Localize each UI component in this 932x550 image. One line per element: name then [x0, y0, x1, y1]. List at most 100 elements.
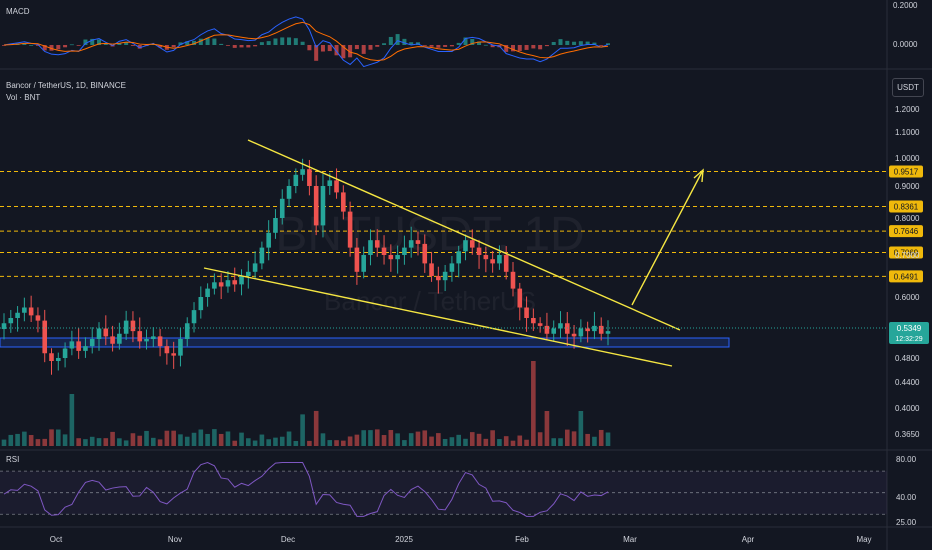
- volume-bar: [144, 430, 149, 446]
- level-label: 0.7069: [894, 248, 919, 257]
- macd-histogram-bar: [198, 38, 203, 45]
- rsi-pane: [0, 462, 887, 517]
- candle-body: [137, 331, 143, 342]
- volume-bar: [449, 437, 455, 446]
- macd-histogram-bar: [565, 40, 570, 45]
- macd-histogram-bar: [558, 39, 563, 45]
- candle-body: [62, 348, 68, 358]
- volume-bar: [551, 438, 557, 446]
- candle-body: [55, 358, 61, 361]
- volume-bar: [184, 436, 190, 446]
- rsi-title[interactable]: RSI: [6, 455, 19, 464]
- level-badge: [889, 225, 923, 238]
- level-badge: [889, 200, 923, 213]
- level-badge: [889, 246, 923, 259]
- breakout-arrow-head-icon: [693, 168, 704, 183]
- candle-body: [510, 271, 516, 289]
- volume-bar: [388, 430, 394, 446]
- time-label-may: May: [856, 535, 871, 544]
- macd-histogram-bar: [42, 45, 47, 51]
- candle-body: [544, 325, 550, 334]
- upper-trendline[interactable]: [247, 139, 681, 331]
- macd-histogram-bar: [599, 45, 604, 46]
- candle-body: [300, 169, 305, 175]
- candle-body: [22, 307, 27, 313]
- volume-bar: [246, 438, 251, 446]
- macd-histogram-bar: [483, 44, 488, 46]
- volume-bar: [361, 430, 366, 446]
- candle-body: [578, 328, 584, 337]
- volume-bar: [510, 440, 516, 446]
- currency-button[interactable]: USDT: [892, 78, 924, 97]
- candle-body: [605, 331, 611, 334]
- volume-bar: [490, 430, 495, 446]
- candle-body: [429, 263, 434, 276]
- volume-bar: [368, 430, 373, 446]
- macd-histogram-bar: [35, 45, 40, 46]
- time-label-nov: Nov: [168, 535, 182, 544]
- current-price-countdown: 12:32:29: [895, 336, 922, 343]
- price-tick-label: 0.6000: [895, 293, 920, 302]
- lower-trendline[interactable]: [203, 267, 673, 367]
- volume-bar: [531, 361, 536, 446]
- volume-bar: [571, 431, 577, 446]
- current-price-value: 0.5349: [897, 324, 922, 333]
- volume-bar: [429, 436, 434, 446]
- candle-body: [117, 333, 122, 344]
- volume-bar: [157, 439, 163, 446]
- macd-tick-high: 0.2000: [893, 1, 918, 10]
- macd-histogram-bar: [422, 45, 427, 46]
- candle-body: [184, 323, 190, 339]
- candle-body: [157, 336, 163, 347]
- candle-body: [456, 251, 461, 264]
- macd-histogram-bar: [592, 42, 597, 45]
- time-label-mar: Mar: [623, 535, 637, 544]
- candle-body: [415, 240, 421, 244]
- candle-body: [381, 247, 387, 255]
- volume-bar: [76, 438, 81, 446]
- time-label-dec: Dec: [281, 535, 295, 544]
- macd-histogram-bar: [463, 37, 468, 45]
- macd-histogram-bar: [402, 38, 407, 45]
- price-tick-label: 0.7000: [895, 251, 920, 260]
- candle-body: [123, 320, 129, 334]
- symbol-title[interactable]: Bancor / TetherUS, 1D, BINANCE: [6, 81, 126, 90]
- volume-bar: [232, 440, 238, 446]
- support-zone[interactable]: [0, 337, 730, 348]
- macd-tick-zero: 0.0000: [893, 40, 918, 49]
- breakout-arrow-line[interactable]: [631, 171, 703, 306]
- macd-histogram-bar: [307, 45, 312, 51]
- macd-histogram-bar: [83, 39, 88, 45]
- candle-body: [551, 328, 557, 334]
- candle-body: [151, 336, 156, 339]
- macd-signal-line: [3, 21, 609, 61]
- rsi-tick-80: 80.00: [896, 455, 917, 464]
- macd-histogram-bar: [97, 39, 102, 45]
- volume-bar: [469, 432, 475, 446]
- candle-body: [476, 247, 482, 255]
- volume-bar: [456, 434, 461, 446]
- macd-histogram-bar: [259, 42, 264, 45]
- candle-body: [497, 255, 502, 264]
- candle-body: [96, 328, 102, 339]
- candle-body: [212, 282, 217, 289]
- volume-bar: [585, 433, 590, 446]
- volume-bar: [212, 429, 217, 446]
- volume-bar: [42, 438, 48, 446]
- candle-body: [1, 323, 7, 330]
- volume-bar: [436, 433, 441, 446]
- macd-title[interactable]: MACD: [6, 7, 30, 16]
- macd-histogram-bar: [443, 45, 448, 47]
- macd-histogram-bar: [354, 45, 359, 50]
- candle-body: [422, 243, 428, 264]
- volume-bar: [239, 432, 244, 446]
- volume-title[interactable]: Vol · BNT: [6, 93, 40, 102]
- macd-histogram-bar: [29, 44, 34, 46]
- volume-bar: [205, 433, 210, 446]
- macd-histogram-bar: [388, 36, 393, 45]
- candle-body: [388, 255, 394, 260]
- candle-body: [171, 353, 176, 356]
- candle-body: [225, 280, 231, 287]
- candle-body: [198, 297, 204, 311]
